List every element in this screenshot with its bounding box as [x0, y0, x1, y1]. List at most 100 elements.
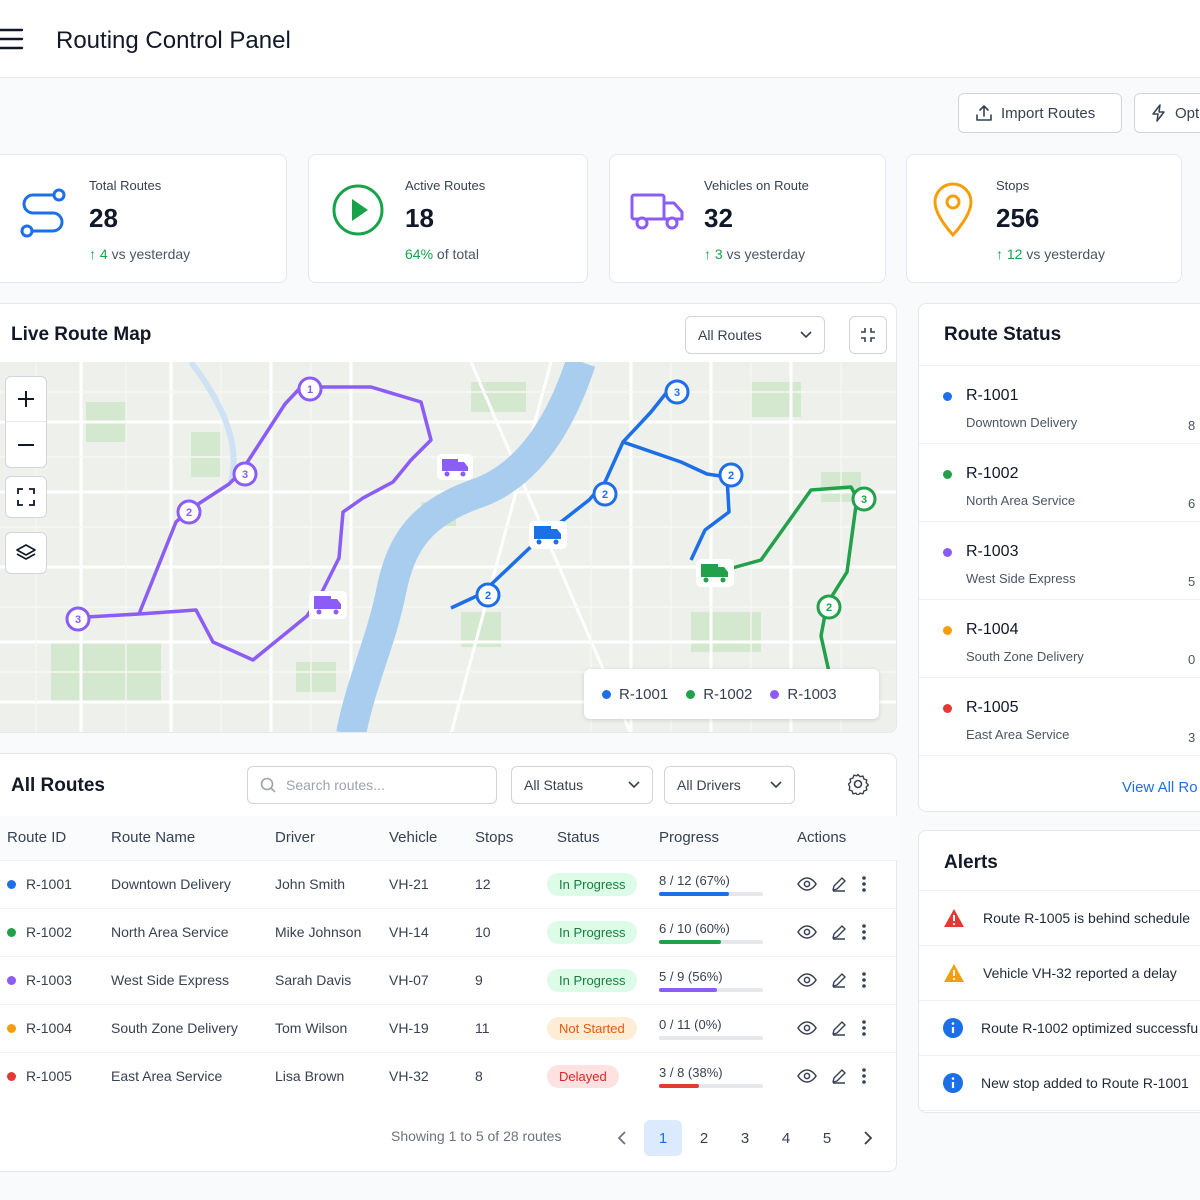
svg-text:3: 3	[674, 387, 680, 399]
import-routes-button[interactable]: Import Routes	[958, 93, 1122, 133]
more-vertical-icon[interactable]	[861, 875, 867, 893]
cell-route-id: R-1005	[0, 1051, 111, 1100]
page-button[interactable]: 3	[740, 1129, 750, 1147]
cell-stops: 11	[475, 1003, 547, 1052]
cell-vehicle: VH-07	[389, 955, 475, 1004]
layers-button[interactable]	[5, 532, 47, 574]
more-vertical-icon[interactable]	[861, 1067, 867, 1085]
col-status[interactable]: Status	[557, 829, 600, 847]
live-route-map-panel: Live Route Map All Routes	[0, 303, 897, 733]
zoom-controls	[5, 376, 47, 468]
edit-icon[interactable]	[831, 876, 847, 892]
more-vertical-icon[interactable]	[861, 971, 867, 989]
map-title: Live Route Map	[11, 324, 152, 345]
page-button[interactable]: 1	[644, 1120, 682, 1156]
progress-bar-fill	[659, 987, 718, 992]
status-filter[interactable]: All Status	[511, 766, 653, 804]
col-driver[interactable]: Driver	[275, 829, 315, 847]
eye-icon[interactable]	[797, 1020, 817, 1035]
zoom-in-button[interactable]	[6, 377, 46, 423]
cell-progress: 8 / 12 (67%)	[659, 859, 797, 908]
cell-status: Not Started	[547, 1003, 659, 1052]
search-input[interactable]: Search routes...	[247, 766, 497, 804]
route-status-value: 3	[1188, 730, 1196, 745]
table-row[interactable]: R-1005 East Area Service Lisa Brown VH-3…	[0, 1051, 898, 1100]
table-row[interactable]: R-1004 South Zone Delivery Tom Wilson VH…	[0, 1003, 898, 1052]
route-status-item[interactable]: R-1002 North Area Service 6	[919, 444, 1200, 522]
optimize-button[interactable]: Opt	[1134, 93, 1200, 133]
alert-item[interactable]: Route R-1002 optimized successfu	[919, 1001, 1200, 1056]
route-status-item[interactable]: R-1005 East Area Service 3	[919, 678, 1200, 756]
table-row[interactable]: R-1002 North Area Service Mike Johnson V…	[0, 907, 898, 956]
svg-text:3: 3	[861, 494, 867, 506]
table-settings-button[interactable]	[847, 773, 870, 800]
cell-actions	[797, 907, 898, 956]
fit-bounds-button[interactable]	[5, 476, 47, 518]
route-status-item[interactable]: R-1003 West Side Express 5	[919, 522, 1200, 600]
fullscreen-button[interactable]	[849, 316, 887, 354]
eye-icon[interactable]	[797, 972, 817, 987]
cell-driver: Tom Wilson	[275, 1003, 389, 1052]
col-route-name[interactable]: Route Name	[111, 829, 196, 847]
cell-vehicle: VH-14	[389, 907, 475, 956]
route-status-item[interactable]: R-1004 South Zone Delivery 0	[919, 600, 1200, 678]
zoom-out-button[interactable]	[6, 422, 46, 467]
map-route-filter[interactable]: All Routes	[685, 316, 825, 354]
table-row[interactable]: R-1001 Downtown Delivery John Smith VH-2…	[0, 859, 898, 908]
import-routes-label: Import Routes	[1001, 104, 1096, 122]
prev-page-button[interactable]	[603, 1120, 641, 1156]
route-status-item[interactable]: R-1001 Downtown Delivery 8	[919, 366, 1200, 444]
col-route-id[interactable]: Route ID	[7, 829, 67, 847]
cell-driver: John Smith	[275, 859, 389, 908]
status-badge: Delayed	[547, 1064, 619, 1088]
edit-icon[interactable]	[831, 1068, 847, 1084]
cell-actions	[797, 1051, 898, 1100]
eye-icon[interactable]	[797, 876, 817, 891]
page-button[interactable]: 4	[781, 1129, 791, 1147]
alert-item[interactable]: New stop added to Route R-1001	[919, 1056, 1200, 1111]
view-all-routes-link[interactable]: View All Ro	[1122, 779, 1198, 796]
route-status-id: R-1002	[966, 465, 1019, 482]
route-color-dot	[7, 1024, 16, 1033]
route-r1002-stops: 3 2	[816, 486, 877, 620]
more-vertical-icon[interactable]	[861, 923, 867, 941]
chevron-down-icon	[628, 781, 640, 789]
cell-vehicle: VH-32	[389, 1051, 475, 1100]
more-vertical-icon[interactable]	[861, 1019, 867, 1037]
eye-icon[interactable]	[797, 1068, 817, 1083]
info-circle-icon	[943, 1018, 963, 1038]
route-status-name: North Area Service	[966, 493, 1076, 508]
alerts-list: Route R-1005 is behind schedule Vehicle V…	[919, 890, 1200, 1111]
cell-status: In Progress	[547, 907, 659, 956]
cell-route-id: R-1002	[0, 907, 111, 956]
location-pin-icon	[933, 182, 973, 238]
driver-filter[interactable]: All Drivers	[664, 766, 795, 804]
col-stops[interactable]: Stops	[475, 829, 514, 847]
col-vehicle[interactable]: Vehicle	[389, 829, 438, 847]
next-page-button[interactable]	[849, 1120, 887, 1156]
play-circle-icon	[332, 184, 384, 236]
stat-label: Total Routes	[89, 178, 162, 193]
edit-icon[interactable]	[831, 972, 847, 988]
alert-item[interactable]: Vehicle VH-32 reported a delay	[919, 946, 1200, 1001]
cell-progress: 5 / 9 (56%)	[659, 955, 797, 1004]
route-status-id: R-1003	[966, 543, 1019, 560]
page-button[interactable]: 5	[822, 1129, 832, 1147]
route-r1003-stops: 1 3 2 3	[65, 376, 323, 632]
cell-route-name: Downtown Delivery	[111, 859, 275, 908]
edit-icon[interactable]	[831, 924, 847, 940]
stat-delta: 64% of total	[405, 246, 479, 262]
alert-text: Vehicle VH-32 reported a delay	[983, 965, 1177, 981]
col-progress[interactable]: Progress	[659, 829, 720, 847]
upload-icon	[976, 105, 992, 121]
map-canvas[interactable]: 1 3 2 3 3 2 2 2 3 2	[0, 362, 897, 733]
menu-icon[interactable]	[0, 28, 26, 50]
chevron-down-icon	[770, 781, 782, 789]
edit-icon[interactable]	[831, 1020, 847, 1036]
page-button[interactable]: 2	[699, 1129, 709, 1147]
alert-item[interactable]: Route R-1005 is behind schedule	[919, 891, 1200, 946]
progress-bar	[659, 987, 763, 992]
truck-icon	[630, 193, 684, 230]
table-row[interactable]: R-1003 West Side Express Sarah Davis VH-…	[0, 955, 898, 1004]
eye-icon[interactable]	[797, 924, 817, 939]
